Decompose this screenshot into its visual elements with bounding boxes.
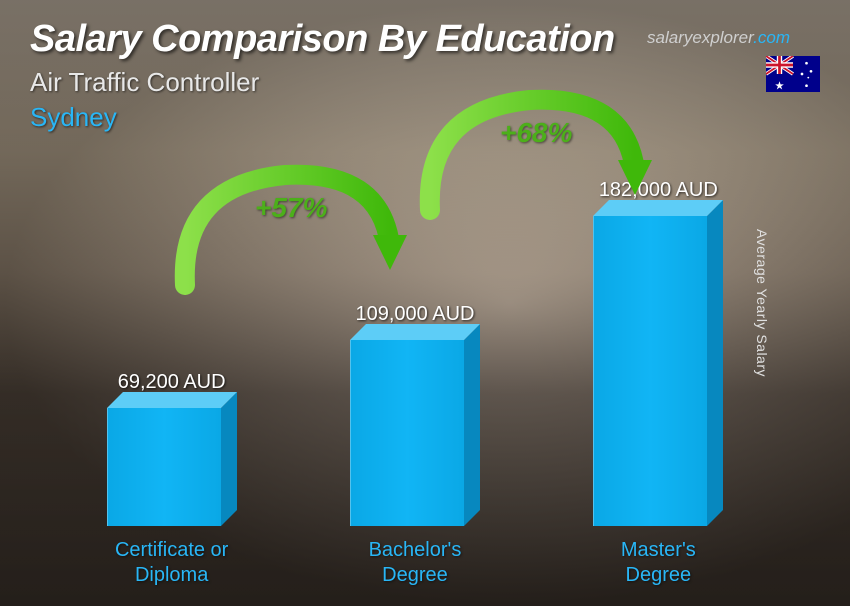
x-labels: Certificate orDiploma Bachelor'sDegree Mas… [50, 538, 780, 588]
bar-shape-2 [593, 216, 723, 526]
increase-pct-1: +57% [255, 192, 327, 224]
bar-2: 182,000 AUD [568, 179, 748, 526]
chart-location: Sydney [30, 102, 615, 133]
bar-shape-1 [350, 340, 480, 526]
chart-subtitle: Air Traffic Controller [30, 67, 615, 98]
x-label-0: Certificate orDiploma [82, 538, 262, 588]
bar-1: 109,000 AUD [325, 303, 505, 526]
bar-shape-0 [107, 408, 237, 526]
x-label-2: Master'sDegree [568, 538, 748, 588]
header: Salary Comparison By Education Air Traff… [30, 18, 615, 133]
bar-value-0: 69,200 AUD [118, 371, 226, 394]
x-label-1: Bachelor'sDegree [325, 538, 505, 588]
brand-tld: .com [753, 28, 790, 47]
chart-title: Salary Comparison By Education [30, 18, 615, 61]
bar-value-1: 109,000 AUD [355, 303, 474, 326]
brand-label: salaryexplorer.com [647, 28, 790, 48]
brand-name: salaryexplorer [647, 28, 753, 47]
increase-arrow-1: +57% [155, 150, 415, 300]
bar-0: 69,200 AUD [82, 371, 262, 526]
flag-icon [766, 56, 820, 92]
